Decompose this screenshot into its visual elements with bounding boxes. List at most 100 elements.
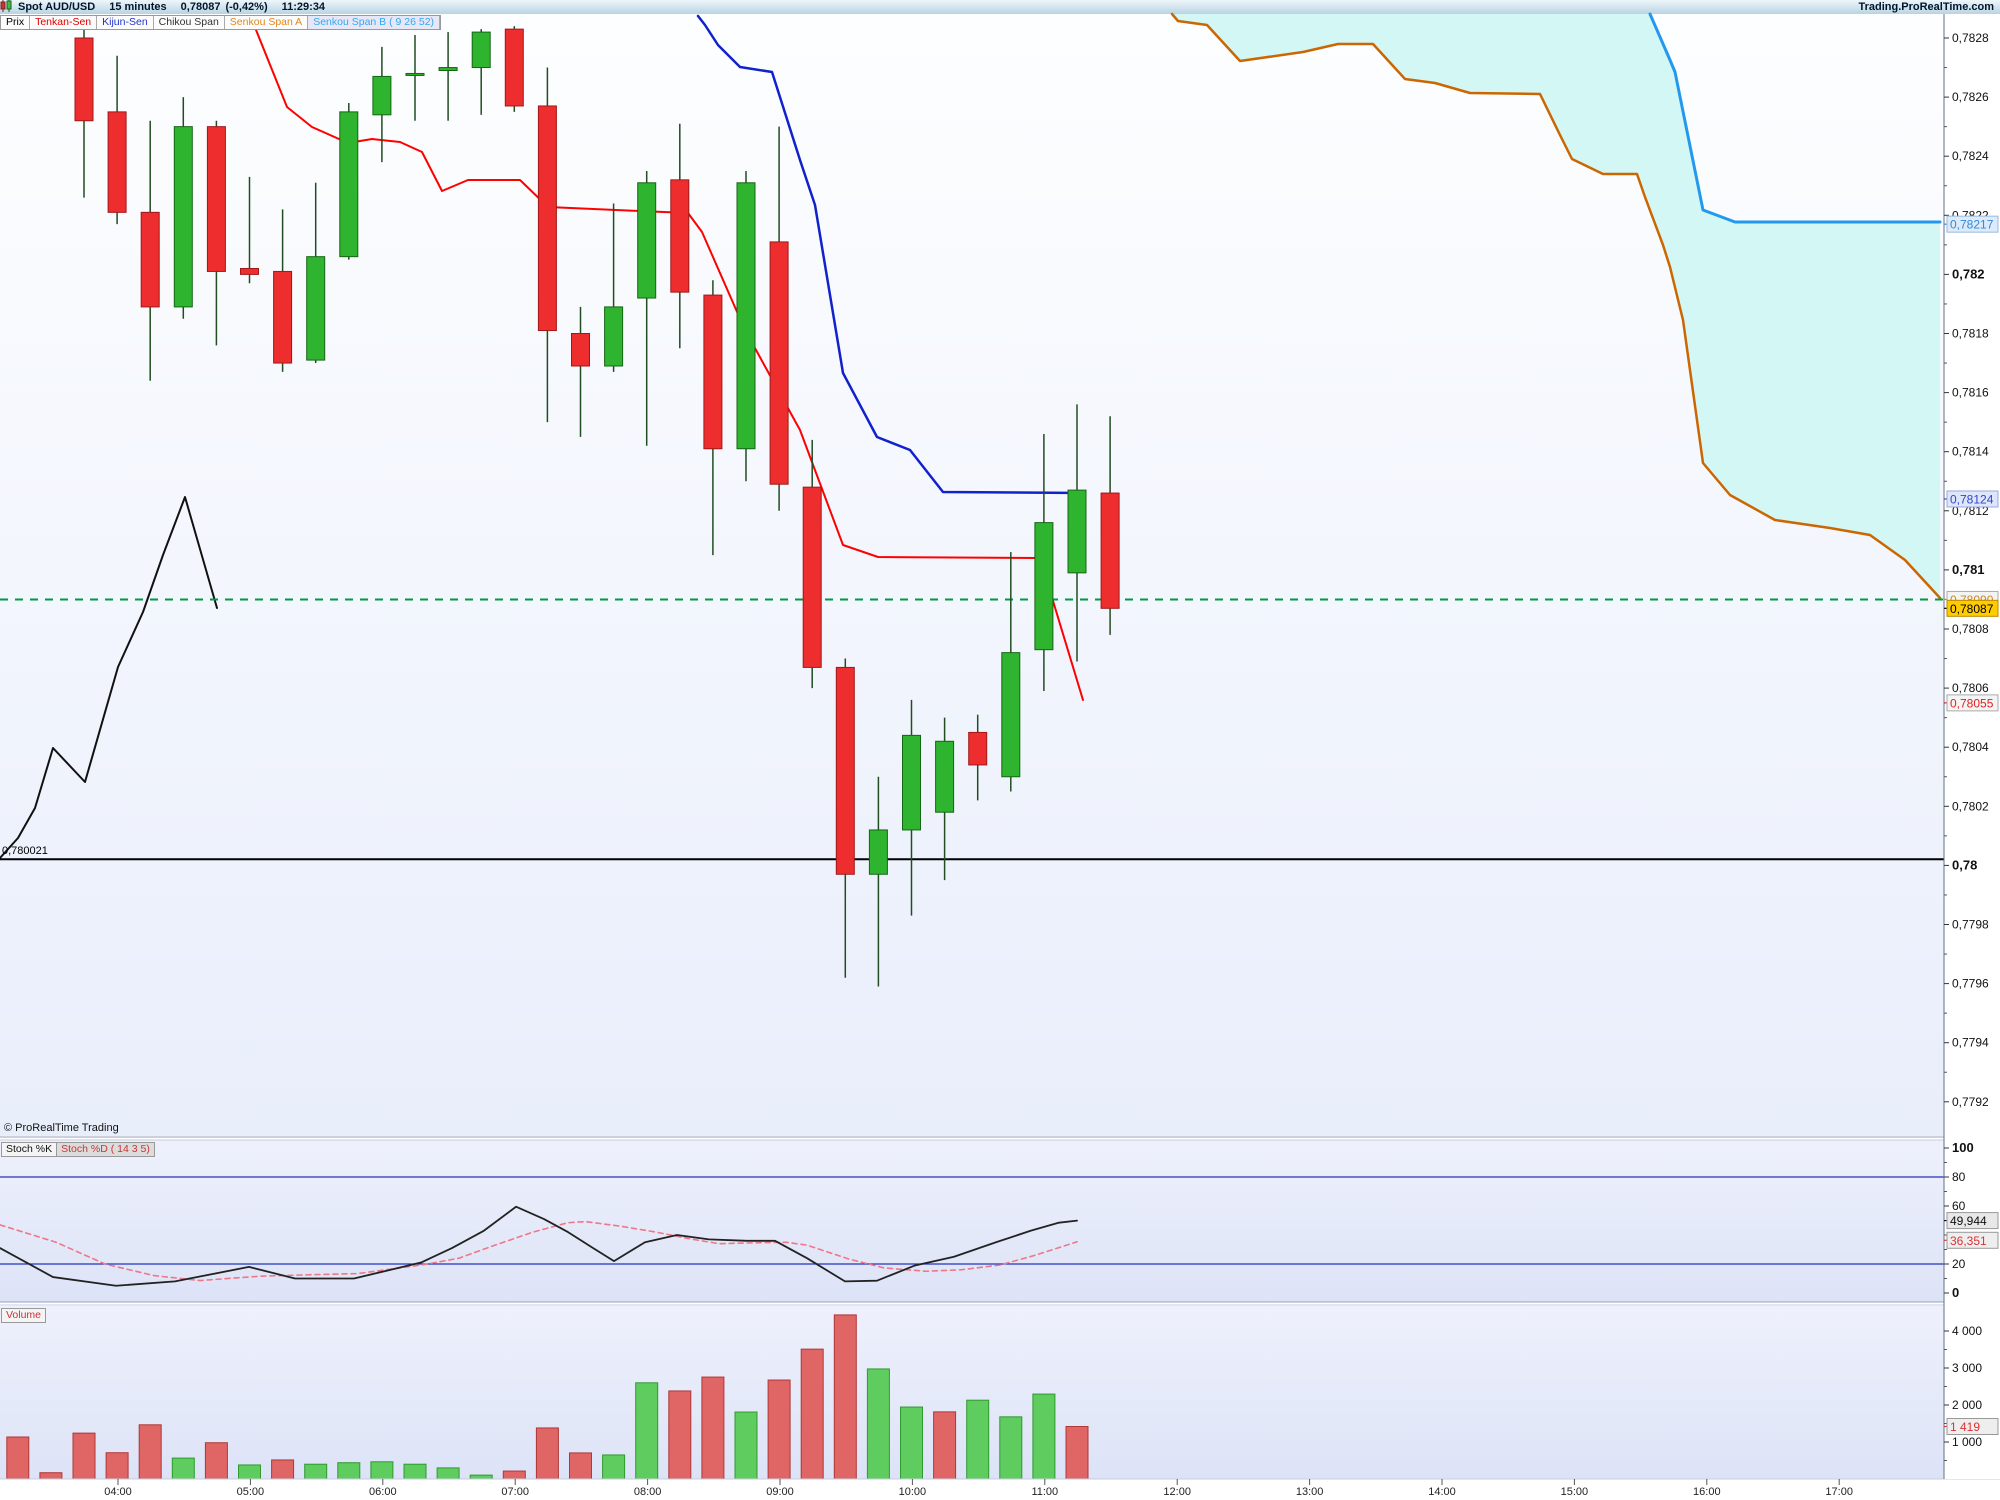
candle-04:45 <box>206 126 226 272</box>
candle-11:15 <box>1067 489 1087 574</box>
svg-text:0,781: 0,781 <box>1952 562 1985 577</box>
svg-text:0,78087: 0,78087 <box>1950 602 1994 616</box>
stochastic-panel <box>0 1176 1944 1287</box>
candle-06:30 <box>438 67 458 72</box>
volume-panel <box>6 1314 1089 1480</box>
horizontal-line-price-label: 0,780021 <box>2 845 48 857</box>
volume-bar <box>535 1427 559 1480</box>
volume-bar <box>569 1452 592 1480</box>
candle-09:15 <box>802 486 822 668</box>
time-label-08:00: 08:00 <box>634 1486 662 1498</box>
time-label-14:00: 14:00 <box>1428 1486 1456 1498</box>
legend-item-prix[interactable]: Prix <box>1 16 31 29</box>
svg-text:0,7798: 0,7798 <box>1952 918 1989 932</box>
svg-text:80: 80 <box>1952 1170 1966 1184</box>
indicator-legend[interactable]: Prix Tenkan-Sen Kijun-Sen Chikou Span Senkou… <box>0 15 442 30</box>
svg-text:1 419: 1 419 <box>1950 1420 1980 1434</box>
volume-bar <box>668 1390 692 1480</box>
volume-bar <box>734 1411 758 1480</box>
candle-07:15 <box>537 105 557 332</box>
symbol-label: Spot AUD/USD <box>18 1 96 13</box>
brand-watermark: Trading.ProRealTime.com <box>1858 1 1994 13</box>
senkou-span-a-line <box>1170 12 1942 600</box>
svg-text:1 000: 1 000 <box>1952 1435 1982 1449</box>
volume-bar <box>701 1376 725 1480</box>
candle-06:45 <box>471 31 491 69</box>
candle-09:30 <box>835 666 855 875</box>
price-box-0,78217 <box>1946 215 1999 233</box>
price-box-0,78055 <box>1946 694 1999 712</box>
svg-text:0,78217: 0,78217 <box>1950 218 1994 232</box>
svg-text:0,78: 0,78 <box>1952 857 1977 872</box>
volume-bar <box>337 1462 361 1480</box>
volume-bar <box>271 1459 295 1480</box>
candle-11:00 <box>1034 522 1054 651</box>
candle-10:45 <box>1001 652 1021 778</box>
legend-item-chikou-span[interactable]: Chikou Span <box>154 16 225 29</box>
volume-bar <box>204 1442 228 1480</box>
volume-bar <box>900 1406 923 1480</box>
svg-text:2 000: 2 000 <box>1952 1398 1982 1412</box>
candle-09:45 <box>868 829 888 875</box>
time-label-07:00: 07:00 <box>501 1486 529 1498</box>
kumo-cloud <box>1172 14 1940 598</box>
axis-value-boxes: 0,782170,781240,780900,780870,7805549,94… <box>1944 215 1999 1435</box>
candle-08:00 <box>637 182 657 299</box>
volume-bar <box>138 1424 162 1480</box>
horizontal-lines[interactable] <box>0 598 1944 861</box>
time-label-13:00: 13:00 <box>1296 1486 1324 1498</box>
stoch-k-label[interactable]: Stoch %K <box>1 1142 58 1157</box>
stoch-legend[interactable]: Stoch %K Stoch %D ( 14 3 5) <box>1 1142 155 1157</box>
timeframe-label: 15 minutes <box>109 1 167 13</box>
senkou-span-b-line <box>1648 12 1942 224</box>
candle-07:30 <box>571 333 590 367</box>
volume-bar <box>370 1461 394 1480</box>
time-label-06:00: 06:00 <box>369 1486 397 1498</box>
candle-08:45 <box>736 182 756 450</box>
volume-bar <box>39 1472 63 1480</box>
svg-text:0,7808: 0,7808 <box>1952 622 1989 636</box>
candle-05:15 <box>273 270 293 364</box>
legend-item-senkou-span-b-9-26-52[interactable]: Senkou Span B ( 9 26 52) <box>308 16 441 29</box>
candle-05:30 <box>306 256 326 361</box>
svg-text:3 000: 3 000 <box>1952 1361 1982 1375</box>
svg-text:0,7806: 0,7806 <box>1952 681 1989 695</box>
volume-value-box <box>1946 1417 1999 1435</box>
price-axis[interactable]: 0,78280,78260,78240,78220,7820,78180,781… <box>1943 14 2000 1479</box>
svg-text:100: 100 <box>1952 1140 1974 1155</box>
svg-text:0: 0 <box>1952 1285 1959 1300</box>
candlesticks <box>74 26 1120 987</box>
candle-10:30 <box>968 731 988 766</box>
candle-03:45 <box>74 37 94 122</box>
volume-label[interactable]: Volume <box>1 1308 47 1323</box>
svg-text:0,7828: 0,7828 <box>1952 31 1989 45</box>
svg-text:0,78124: 0,78124 <box>1950 492 1994 506</box>
chikou-span-line <box>0 496 218 859</box>
candle-08:15 <box>670 179 690 293</box>
stoch-d-label[interactable]: Stoch %D ( 14 3 5) <box>57 1142 155 1157</box>
volume-bar <box>304 1463 328 1480</box>
legend-item-tenkan-sen[interactable]: Tenkan-Sen <box>30 16 98 29</box>
svg-text:60: 60 <box>1952 1199 1966 1213</box>
time-label-04:00: 04:00 <box>104 1486 132 1498</box>
volume-bar <box>1065 1425 1089 1480</box>
volume-bar <box>933 1411 957 1480</box>
volume-bar <box>866 1368 890 1480</box>
time-label-16:00: 16:00 <box>1693 1486 1721 1498</box>
legend-item-senkou-span-a[interactable]: Senkou Span A <box>225 16 309 29</box>
candle-06:00 <box>372 75 392 116</box>
legend-item-kijun-sen[interactable]: Kijun-Sen <box>97 16 154 29</box>
volume-legend[interactable]: Volume <box>1 1308 47 1323</box>
volume-bar <box>1032 1393 1056 1480</box>
svg-text:0,782: 0,782 <box>1952 266 1985 281</box>
candle-08:30 <box>703 294 723 450</box>
volume-bar <box>966 1399 990 1480</box>
volume-bar <box>833 1314 857 1480</box>
time-axis[interactable]: 04:00 05:00 06:00 07:00 08:00 09:00 10:00 11:00… <box>104 1479 1853 1498</box>
candle-04:30 <box>173 126 193 308</box>
candle-10:00 <box>902 734 921 831</box>
svg-text:0,7816: 0,7816 <box>1952 386 1989 400</box>
volume-bar <box>6 1436 30 1480</box>
svg-text:0,7802: 0,7802 <box>1952 799 1989 813</box>
